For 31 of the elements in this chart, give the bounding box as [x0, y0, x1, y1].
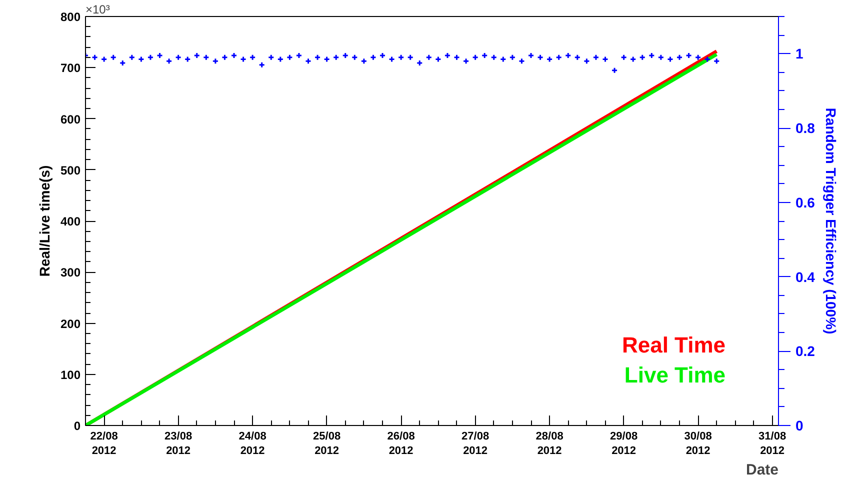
x-tick-label: 25/08 2012 — [313, 430, 341, 457]
y-tick-label: 800 — [60, 10, 81, 24]
x-tick-label: 28/08 2012 — [536, 430, 564, 457]
text: Live Time — [624, 362, 726, 388]
y-tick-label: 400 — [60, 214, 81, 228]
y-tick-label: 700 — [60, 61, 81, 76]
x-tick-label: 27/08 2012 — [462, 430, 490, 457]
x-tick-label: 31/08 2012 — [758, 430, 786, 457]
x-tick-label: 22/08 2012 — [90, 430, 118, 457]
y-tick-label: 0 — [74, 419, 81, 433]
text: Real Time — [622, 332, 726, 358]
x-tick-label: 26/08 2012 — [387, 430, 415, 457]
x-tick-label: 30/08 2012 — [684, 430, 712, 457]
y-tick-label: 200 — [60, 316, 81, 331]
y2-tick-label: 0.6 — [796, 194, 816, 210]
y-tick-label: 500 — [60, 163, 81, 178]
y-axis-title: Real/Live time(s) — [36, 165, 52, 277]
y2-tick-label: 0.4 — [796, 268, 816, 285]
y-tick-label: 100 — [60, 368, 81, 382]
x-axis-title: Date — [746, 462, 779, 478]
y-tick-label: 600 — [60, 112, 81, 126]
y-tick-label: 300 — [60, 266, 81, 280]
y2-tick-label: 0.8 — [796, 120, 816, 136]
y2-axis-title: Random Trigger Efficiency (100%) — [822, 108, 839, 334]
y2-tick-label: 0 — [796, 418, 804, 434]
y2-tick-label: 1 — [796, 46, 804, 62]
y2-tick-label: 0.2 — [796, 343, 816, 360]
x-tick-label: 23/08 2012 — [164, 430, 192, 457]
x-tick-label: 29/08 2012 — [610, 430, 638, 457]
x-tick-label: 24/08 2012 — [238, 430, 266, 457]
annotation: ×10³ — [86, 2, 110, 16]
